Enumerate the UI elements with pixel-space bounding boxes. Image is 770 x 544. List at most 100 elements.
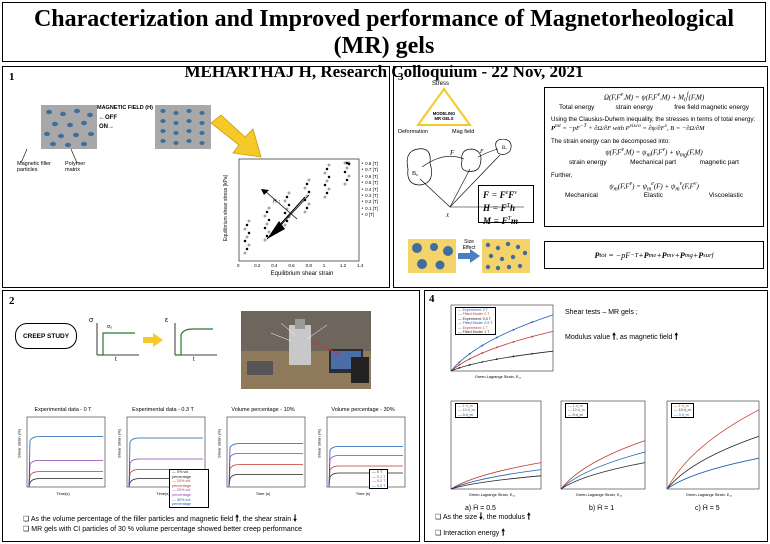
modulus-line: Modulus value 🠕, as magnetic field 🠕 — [565, 329, 678, 345]
svg-text:Bᵥ: Bᵥ — [502, 146, 507, 151]
scatter-point — [267, 206, 271, 210]
scatter-point — [347, 161, 351, 165]
experiment-point — [468, 357, 471, 360]
up-arrow-icon: 🠕 — [526, 511, 531, 521]
yellow-arrow-icon — [143, 333, 163, 347]
legend-entry: ∘ 0.4 [T] — [361, 186, 378, 192]
legend-entry: — 1 d_m — [568, 404, 583, 408]
sigma-label: σ — [89, 317, 94, 324]
down-arrow-icon: 🠗 — [293, 513, 297, 523]
mechanical-label: Mechanical — [565, 192, 598, 200]
legend-entry: — 0.2 T — [372, 479, 386, 484]
creep-curve — [228, 443, 303, 488]
legend-entry: ∘ 0.7 [T] — [361, 167, 378, 173]
creep-chart-ylabel: Shear strain (%) — [216, 429, 222, 458]
creep-chart: Experimental data - 0 T Shear strain (%) T… — [17, 407, 109, 501]
legend-entry: ∘ 0.2 [T] — [361, 199, 378, 205]
scatter-point — [263, 226, 267, 230]
creep-curve — [28, 471, 103, 488]
experiment-point — [495, 346, 498, 349]
free-field-label: free field magnetic energy — [674, 103, 749, 111]
magnetic-particles-label: Magnetic filler particles — [17, 161, 51, 173]
shear-chart-svg: H ↑ 0 0.2 0.4 0.6 0.8 1 1.2 1.4 — [237, 158, 364, 268]
shear-chart-xlabel: Equilibrium shear strain — [270, 271, 334, 277]
modulus-text: Modulus value — [565, 334, 611, 341]
eq-decomposition: ψ(F,Fv,M) = ψm(F,Fv) + ψmg(F,M) — [605, 146, 703, 159]
creep-chart-svg — [126, 416, 206, 488]
scatter-point — [345, 166, 349, 170]
scatter-point — [325, 179, 329, 183]
scatter-point — [263, 238, 267, 242]
strain-response-diagram — [174, 323, 217, 356]
experiment-point — [458, 361, 461, 364]
scatter-point — [245, 223, 249, 227]
modulus-curve — [560, 451, 646, 490]
kinematic-relations-box: F = FeFv H = FTh M = FTm — [478, 185, 534, 226]
caption-c: c) H̄ = 5 — [695, 505, 720, 512]
x-tick-label: 0.2 — [254, 263, 261, 268]
legend-entry: — Fitted Model: 1 T — [458, 330, 490, 335]
t-label: t — [115, 357, 117, 363]
experiment-point — [512, 355, 515, 358]
sigma0-label: σ₀ — [107, 324, 113, 330]
bullet-1-text-b: , the shear strain — [239, 516, 292, 523]
shear-modulus-chart-svg — [560, 400, 646, 490]
panel-number: 1 — [9, 71, 15, 83]
chart-legend: — 1 d_m — 10 d_m — 0 d_m — [565, 403, 588, 419]
scatter-point — [323, 183, 327, 187]
decompose-text: The strain energy can be decomposed into… — [551, 137, 671, 145]
creep-chart-ylabel: Shear strain (%) — [16, 429, 22, 458]
experiment-point — [531, 352, 534, 355]
experiment-point — [512, 341, 515, 343]
modulus-curve — [450, 462, 542, 490]
clausius-text: Using the Clausius-Duhem inequality, the… — [551, 115, 756, 123]
mechanical-labels-row: Mechanical Elastic Viscoelastic — [551, 192, 757, 199]
x-tick-label: 0.8 — [306, 263, 313, 268]
legend-entry: — 20% vol percentage — [172, 488, 191, 497]
size-text: As the size — [442, 514, 478, 521]
modulus-curve — [450, 475, 542, 490]
shear-modulus-chart: Green-Lagrange Strain, E₁₂ — Experiment: … — [439, 301, 557, 387]
as-field-text: , as magnetic field — [615, 334, 673, 341]
shear-stress-chart: H ↑ 0 0.2 0.4 0.6 0.8 1 1.2 1.4 Equilibrium she… — [217, 157, 385, 281]
legend-entry: — Fitted Model: 0.5 T — [458, 321, 493, 326]
creep-chart-xlabel: Time (s) — [255, 491, 271, 496]
interaction-text: Interaction energy — [443, 530, 500, 537]
chart-legend: — 1 d_m — 10 d_m — 0 d_m — [671, 403, 694, 419]
experiment-point — [458, 363, 461, 366]
creep-chart: Volume percentage - 10% Shear strain (%) T… — [217, 407, 309, 501]
creep-chart: Volume percentage - 30% Shear strain (%) T… — [317, 407, 409, 501]
experiment-point — [495, 358, 498, 361]
modeling-triangle — [416, 87, 472, 126]
x-tick-label: 1.2 — [340, 263, 347, 268]
legend-entry: — 0% vol percentage — [172, 470, 191, 479]
up-arrow-icon: 🠕 — [501, 527, 506, 537]
strain-energy-label: strain energy — [615, 103, 654, 111]
magfield-label: Mag field — [452, 129, 475, 135]
creep-chart-xlabel: Time(s) — [56, 491, 70, 496]
creep-bullet-2: ❑ MR gels with CI particles of 30 % volu… — [23, 525, 302, 533]
creep-curve — [228, 464, 303, 488]
scatter-point — [327, 163, 331, 167]
up-arrow-icon: 🠕 — [235, 513, 240, 523]
size-modulus-line: ❑ As the size 🠗, the modulus 🠕 — [435, 509, 531, 525]
legend-entry: — 0 T — [372, 470, 383, 474]
experiment-point — [468, 352, 471, 355]
experiment-point — [481, 352, 484, 354]
scatter-point — [263, 214, 267, 218]
energy-labels-row: Total energy strain energy free field ma… — [551, 104, 757, 111]
legend-entry: — 0 d_m — [674, 412, 689, 417]
field-label: MAGNETIC FIELD (H) — [97, 105, 153, 111]
down-arrow-icon: 🠗 — [479, 511, 483, 521]
svg-text:F: F — [479, 149, 484, 155]
experiment-point — [531, 321, 534, 324]
polymer-matrix-label: Polymer matrix — [65, 161, 86, 173]
scatter-point — [323, 171, 327, 175]
creep-chart-legend: — 0% vol percentage — 10% vol percentage —… — [169, 469, 209, 508]
scatter-point — [247, 231, 251, 235]
interaction-line: ❑ Interaction energy 🠕 — [435, 525, 505, 541]
scatter-point — [325, 167, 329, 171]
creep-study-label: CREEP STUDY — [15, 323, 77, 349]
stress-input-diagram — [96, 323, 139, 356]
creep-curve — [328, 472, 403, 488]
